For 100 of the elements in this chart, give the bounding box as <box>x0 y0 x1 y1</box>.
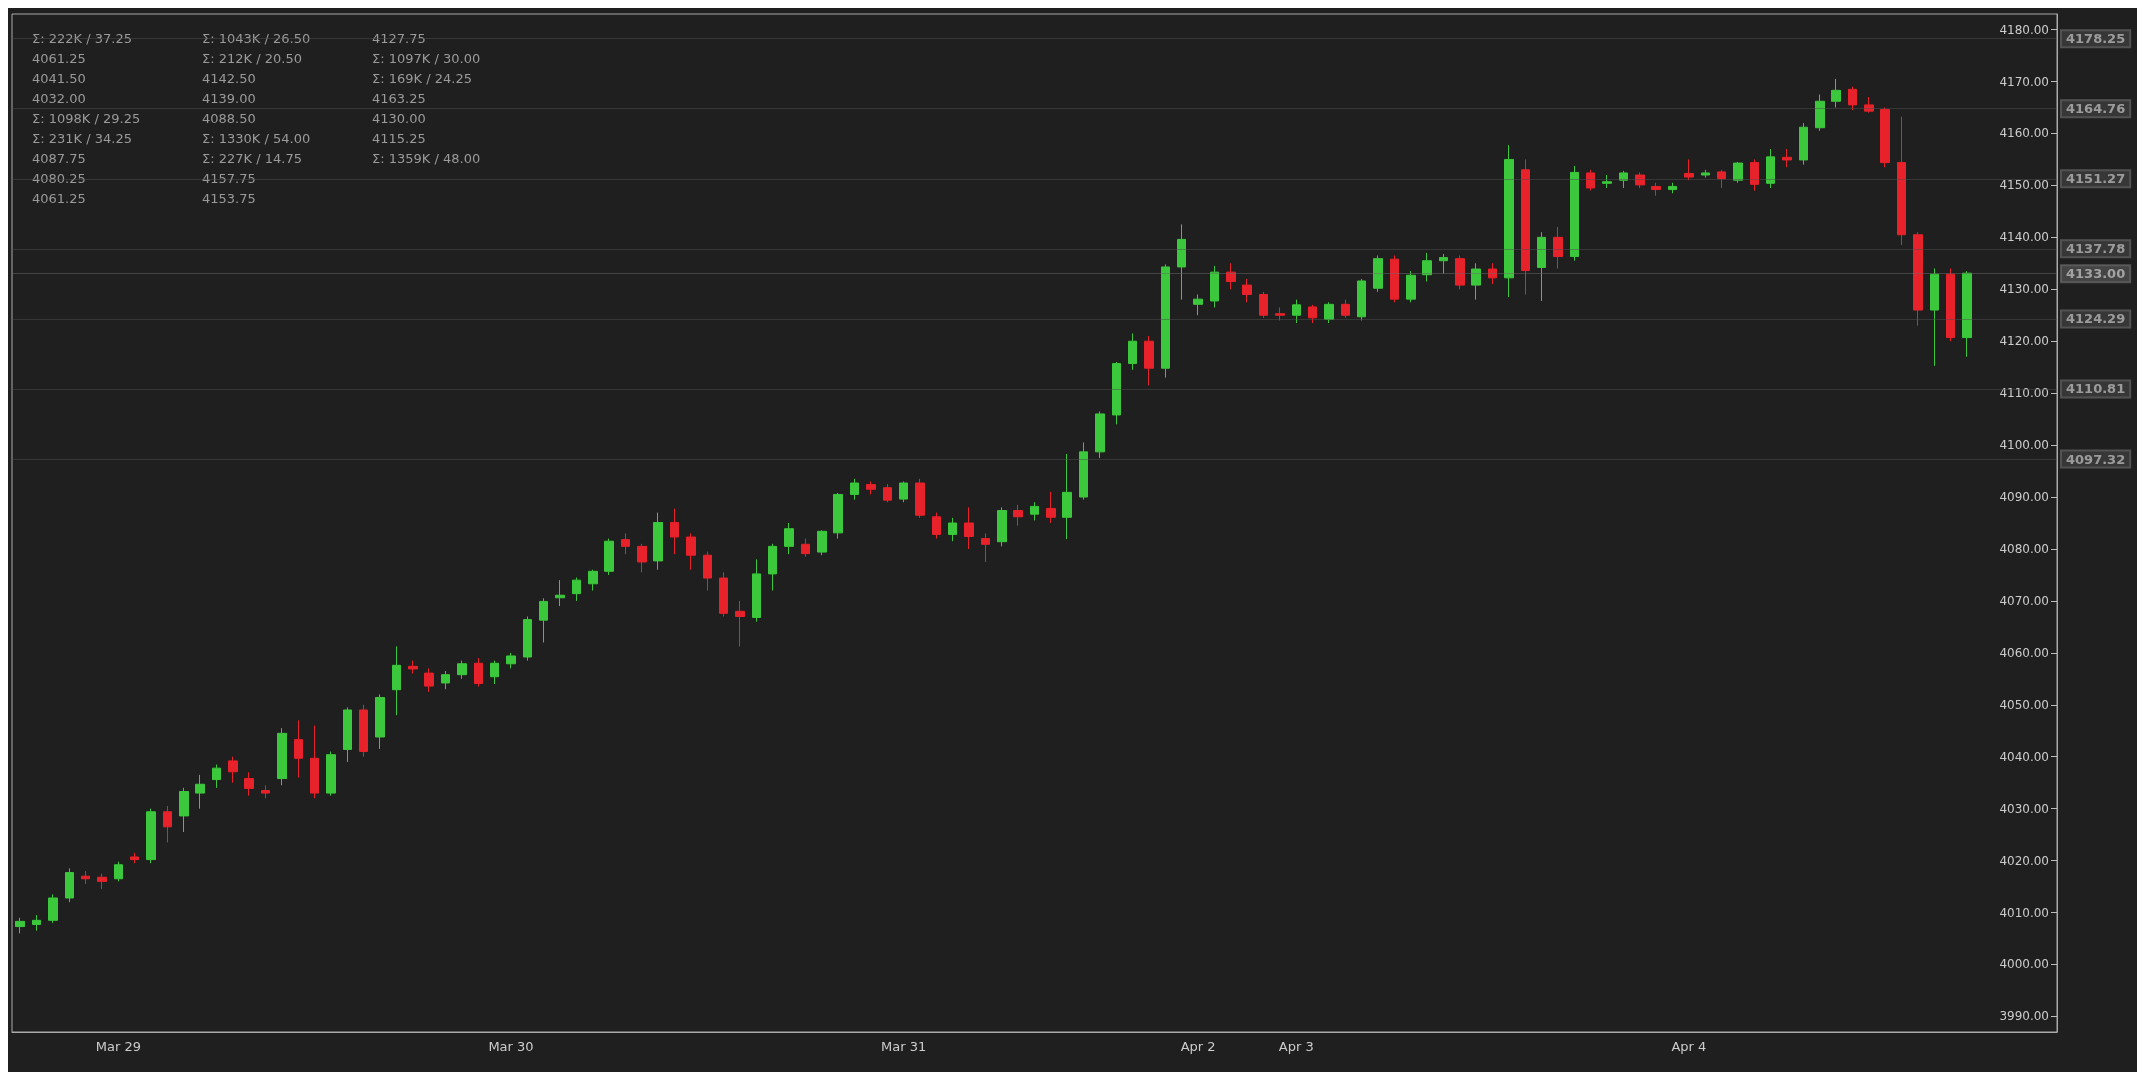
x-tick-label: Mar 30 <box>488 1039 534 1054</box>
annotation: 4080.25 <box>32 171 86 186</box>
candlestick <box>1144 335 1154 386</box>
candlestick <box>833 492 843 540</box>
candlestick <box>653 512 663 571</box>
candlestick <box>294 719 303 778</box>
y-tick-label: 4020.00 <box>1999 853 2049 868</box>
candlestick <box>1733 161 1743 184</box>
candlestick <box>1242 278 1252 303</box>
y-tick-label: 4120.00 <box>1999 334 2049 349</box>
annotation: Σ: 231K / 34.25 <box>32 131 132 146</box>
annotation: 4153.75 <box>202 191 256 206</box>
candlestick <box>1701 169 1710 179</box>
candlestick <box>244 771 254 797</box>
candlestick <box>326 751 336 797</box>
candlestick <box>555 579 565 607</box>
candlestick <box>277 727 287 786</box>
candlestick <box>817 529 827 556</box>
candlestick <box>48 893 58 924</box>
candlestick <box>490 660 499 685</box>
candlestick <box>1570 165 1579 262</box>
candlestick <box>1880 106 1890 168</box>
y-tick-label: 4040.00 <box>1999 749 2049 764</box>
candlestick <box>1831 78 1841 108</box>
ref-line-label: 4178.25 <box>2066 31 2126 47</box>
annotation: 4041.50 <box>32 71 86 86</box>
candlestick <box>1619 170 1628 189</box>
candlestick <box>1210 265 1219 308</box>
candlestick <box>1030 501 1039 521</box>
candlestick <box>1668 182 1677 194</box>
candlestick <box>1799 122 1808 166</box>
candlestick <box>343 706 352 763</box>
x-tick-label: Mar 29 <box>95 1039 141 1054</box>
candlestick <box>130 852 139 864</box>
candlestick <box>801 538 810 558</box>
candlestick <box>1815 94 1825 132</box>
candlestick <box>1095 410 1105 459</box>
annotation: Σ: 169K / 24.25 <box>372 71 472 86</box>
candlestick <box>1357 278 1366 321</box>
candlestick <box>1946 268 1955 342</box>
candlestick <box>1046 491 1056 524</box>
candlestick <box>1292 299 1301 324</box>
y-tick-label: 4160.00 <box>1999 126 2049 141</box>
candlestick <box>915 478 925 519</box>
candlestick <box>1913 231 1923 327</box>
candlestick <box>1962 270 1972 358</box>
annotation: Σ: 1330K / 54.00 <box>202 131 311 146</box>
annotation: 4115.25 <box>372 131 426 146</box>
y-tick-label: 4070.00 <box>1999 593 2049 608</box>
candlestick <box>1602 174 1612 189</box>
annotation: Σ: 1043K / 26.50 <box>202 31 311 46</box>
candlestick <box>703 551 712 592</box>
ref-line-label: 4110.81 <box>2066 381 2126 397</box>
candlestick <box>1275 306 1285 321</box>
ref-line-label: 4151.27 <box>2066 171 2126 187</box>
candlestick <box>212 764 221 789</box>
candlestick <box>408 660 418 675</box>
y-tick-label: 4090.00 <box>1999 490 2049 505</box>
candlestick <box>1422 252 1432 282</box>
candlestick <box>1471 262 1481 301</box>
candlestick <box>1308 304 1317 324</box>
y-tick-label: 4110.00 <box>1999 386 2049 401</box>
candlestick <box>146 808 156 864</box>
candlestick <box>1897 116 1906 246</box>
candlestick <box>850 478 859 501</box>
candlestick <box>883 483 892 503</box>
annotation: 4088.50 <box>202 111 256 126</box>
candlestick <box>1521 158 1530 295</box>
x-tick-label: Apr 2 <box>1180 1039 1216 1054</box>
y-tick-label: 4080.00 <box>1999 541 2049 556</box>
candlestick <box>474 657 483 688</box>
x-tick-label: Apr 3 <box>1278 1039 1314 1054</box>
annotation: Σ: 1097K / 30.00 <box>372 51 481 66</box>
candlestick <box>1635 171 1645 189</box>
candlestick <box>1864 96 1874 114</box>
candlestick <box>1406 270 1416 303</box>
candlestick <box>1390 255 1399 303</box>
candlestick <box>1848 86 1857 111</box>
candlestick <box>1782 148 1792 168</box>
y-tick-label: 4050.00 <box>1999 697 2049 712</box>
candlestick <box>163 805 172 843</box>
candlestick <box>81 870 90 885</box>
candlestick <box>1586 169 1595 192</box>
candlestick <box>1341 299 1350 319</box>
candlestick <box>1766 148 1775 189</box>
candlestick <box>1079 441 1088 501</box>
candlestick <box>1112 361 1121 425</box>
ref-line-label: 4164.76 <box>2066 101 2126 117</box>
candlestick <box>784 522 794 555</box>
annotation: 4139.00 <box>202 91 256 106</box>
candlestick <box>964 506 974 550</box>
y-tick-label: 4170.00 <box>1999 74 2049 89</box>
annotation: Σ: 227K / 14.75 <box>202 151 302 166</box>
candlestick <box>948 517 957 542</box>
candlestick <box>604 538 614 576</box>
ref-line-label: 4124.29 <box>2066 311 2126 327</box>
candlestick <box>1177 223 1186 301</box>
candlestick <box>359 704 368 758</box>
candlestick <box>114 861 123 882</box>
candlestick <box>179 787 189 833</box>
